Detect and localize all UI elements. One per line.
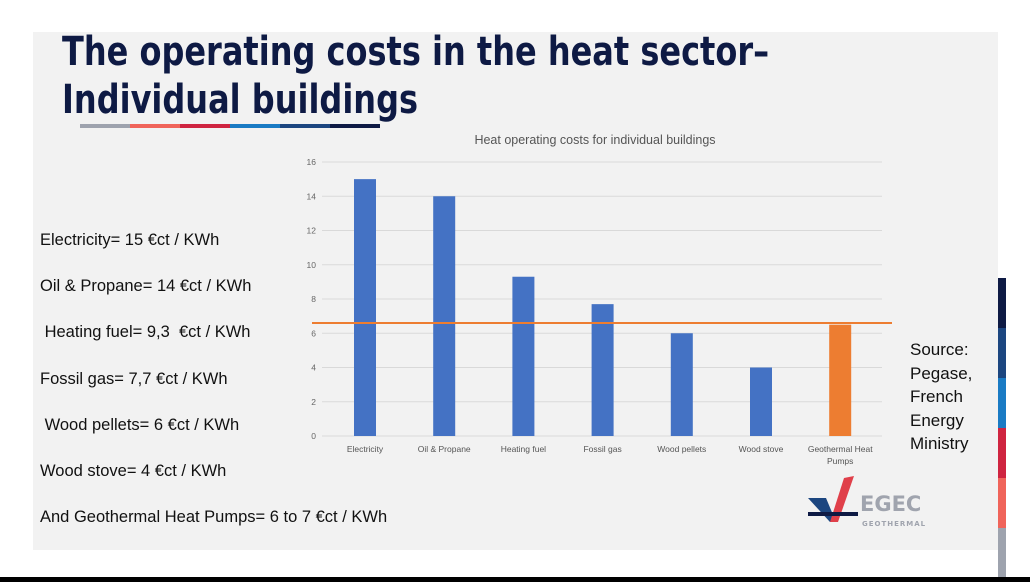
x-tick-label: Heating fuel [501, 444, 546, 454]
source-line: Source: [910, 340, 969, 359]
side-strip-segment [998, 478, 1006, 528]
title-underline [80, 124, 380, 128]
logo-check-right [830, 476, 854, 522]
y-tick-label: 10 [307, 260, 317, 270]
x-tick-label: Wood stove [739, 444, 784, 454]
x-tick-label: Pumps [827, 456, 853, 466]
bar-electricity [354, 179, 376, 436]
source-note: Source: Pegase, French Energy Ministry [910, 338, 972, 456]
slide-title-line1: The operating costs in the heat sector– [62, 29, 770, 75]
side-strip-segment [998, 278, 1006, 328]
underline-stripe [280, 124, 330, 128]
slide-title-line2: Individual buildings [62, 77, 419, 123]
y-tick-label: 6 [311, 328, 316, 338]
underline-stripe [80, 124, 130, 128]
logo-text: EGEC [860, 492, 921, 516]
bar-oil-propane [433, 196, 456, 436]
side-strip-segment [998, 328, 1006, 378]
side-strip-segment [998, 528, 1006, 578]
logo-bar [808, 512, 858, 516]
cost-fact: Heating fuel= 9,3 €ct / KWh [40, 323, 251, 342]
bar-geothermal-heat-pumps [829, 324, 852, 436]
y-tick-label: 14 [307, 191, 317, 201]
underline-stripe [330, 124, 380, 128]
source-line: Pegase, [910, 363, 973, 383]
y-tick-label: 8 [311, 294, 316, 304]
x-tick-label: Electricity [347, 444, 384, 454]
x-tick-label: Wood pellets [657, 444, 706, 454]
bar-fossil-gas [591, 304, 614, 436]
underline-stripe [130, 124, 180, 128]
y-tick-label: 0 [311, 431, 316, 441]
logo-subtext: GEOTHERMAL [862, 520, 926, 528]
chart-title: Heat operating costs for individual buil… [474, 133, 715, 147]
y-tick-label: 12 [307, 226, 317, 236]
y-tick-label: 4 [311, 363, 316, 373]
bar-wood-stove [750, 367, 772, 436]
egec-logo: EGEC GEOTHERMAL [808, 476, 926, 528]
cost-fact: And Geothermal Heat Pumps= 6 to 7 €ct / … [40, 508, 388, 527]
bar-heating-fuel [512, 276, 535, 436]
bar-wood-pellets [670, 333, 693, 436]
bottom-bar [0, 577, 1030, 582]
side-strip-segment [998, 428, 1006, 478]
x-tick-label: Oil & Propane [418, 444, 471, 454]
cost-fact: Fossil gas= 7,7 €ct / KWh [40, 369, 228, 388]
source-line: Energy [910, 410, 964, 430]
underline-stripe [180, 124, 230, 128]
source-line: Ministry [910, 434, 969, 453]
cost-fact: Oil & Propane= 14 €ct / KWh [40, 277, 252, 296]
underline-stripe [230, 124, 280, 128]
x-tick-label: Geothermal Heat [808, 444, 873, 454]
cost-fact: Electricity= 15 €ct / KWh [40, 231, 220, 249]
x-tick-label: Fossil gas [583, 444, 621, 454]
y-tick-label: 16 [307, 157, 317, 167]
cost-fact: Wood pellets= 6 €ct / KWh [40, 415, 240, 434]
cost-fact: Wood stove= 4 €ct / KWh [40, 462, 227, 480]
side-strip-segment [998, 378, 1006, 428]
source-line: French [910, 387, 963, 406]
y-tick-label: 2 [311, 397, 316, 407]
